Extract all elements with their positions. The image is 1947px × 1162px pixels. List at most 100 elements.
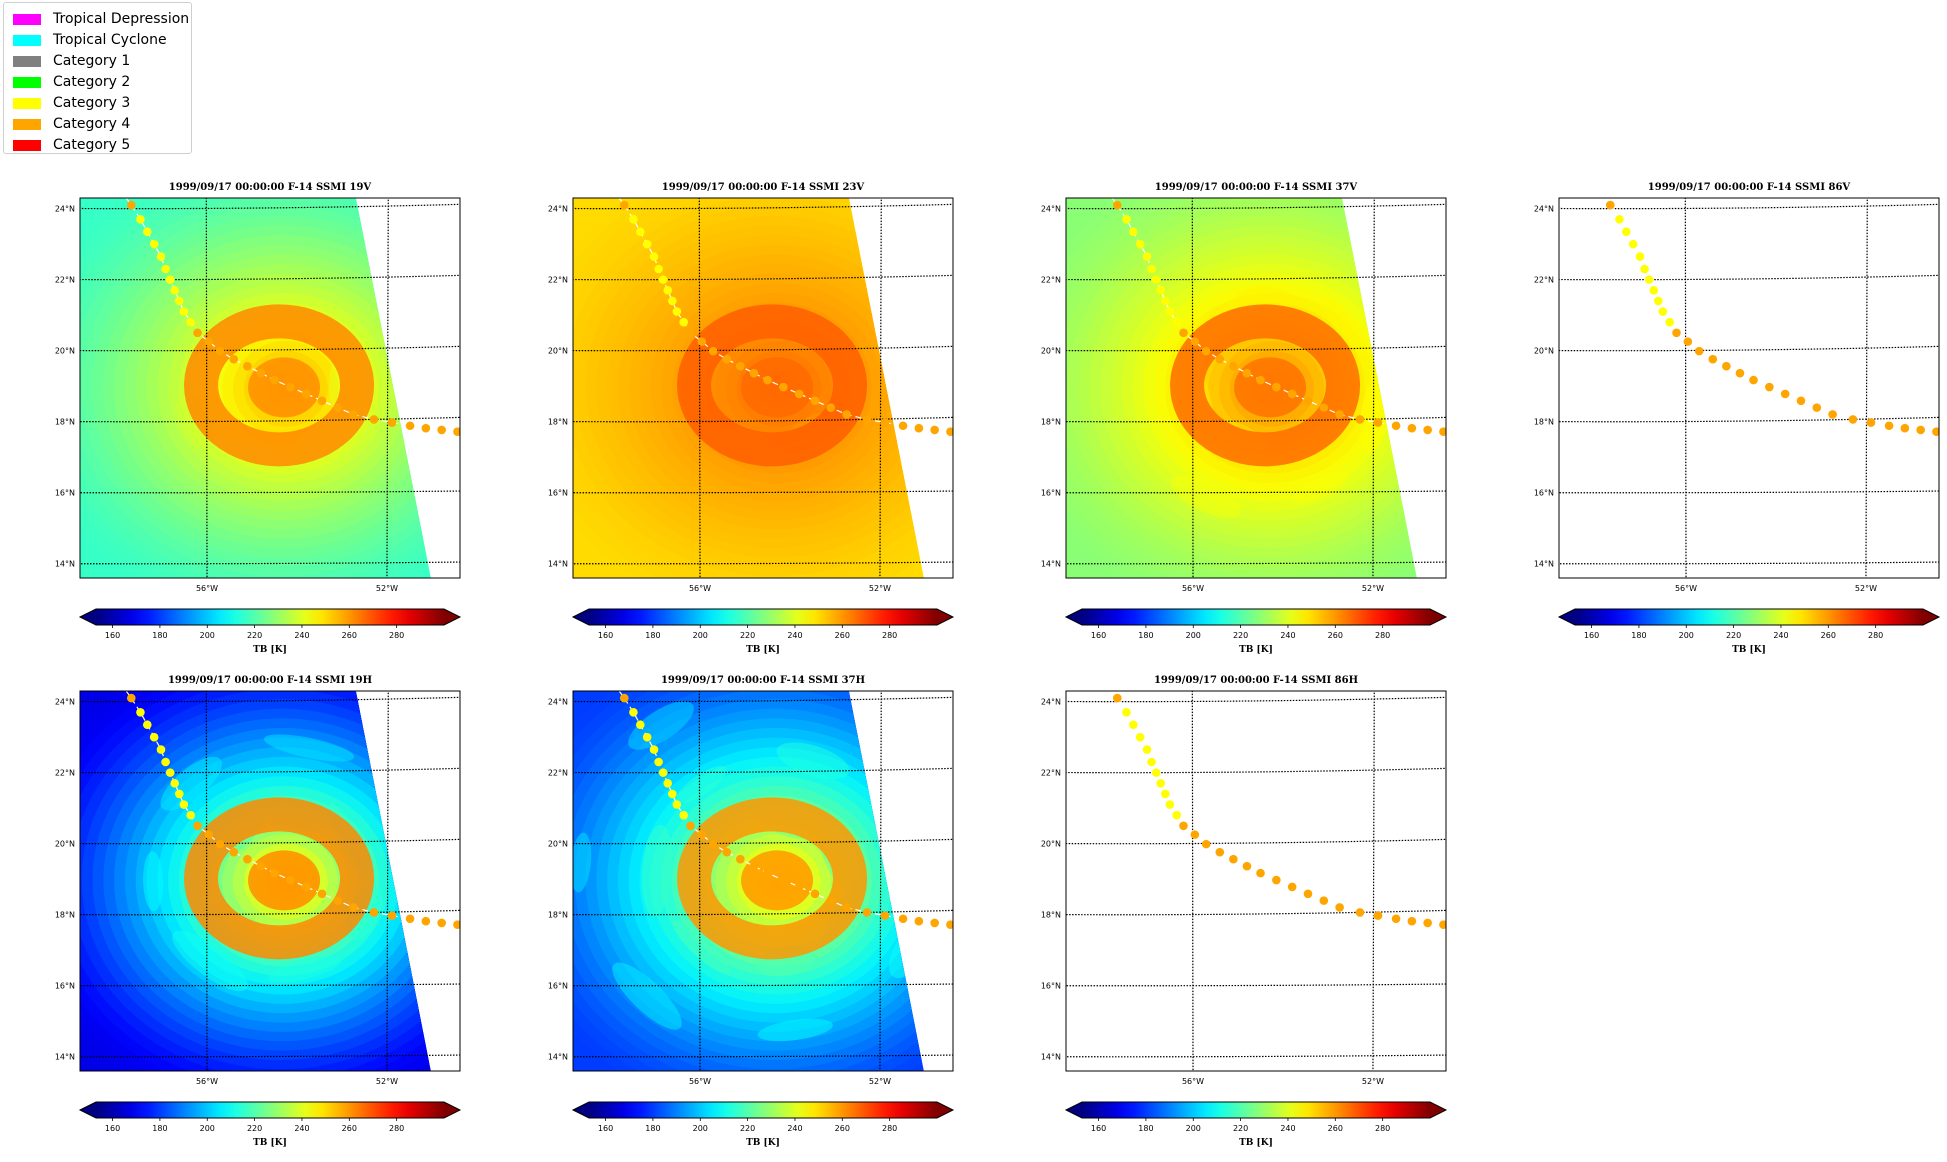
track-point bbox=[667, 296, 677, 306]
track-point bbox=[794, 882, 804, 892]
track-point bbox=[1287, 882, 1297, 892]
track-point bbox=[880, 911, 890, 920]
track-point bbox=[794, 389, 804, 399]
track-point bbox=[243, 854, 252, 864]
track-point bbox=[256, 368, 266, 378]
track-point bbox=[1765, 382, 1774, 392]
legend-swatch bbox=[13, 118, 41, 130]
colorbar-tick-label: 260 bbox=[342, 631, 357, 640]
track-point bbox=[453, 920, 460, 929]
storm-track bbox=[125, 691, 460, 929]
track-point bbox=[369, 415, 379, 424]
track-point bbox=[609, 185, 618, 194]
tb-field bbox=[1066, 198, 1418, 578]
track-point bbox=[1135, 732, 1145, 742]
track-point bbox=[826, 403, 836, 412]
colorbar-tick-label: 280 bbox=[389, 631, 404, 640]
track-point bbox=[914, 916, 924, 926]
graticule bbox=[573, 691, 953, 1071]
colorbar-tick-label: 160 bbox=[598, 631, 613, 640]
track-point bbox=[1621, 227, 1631, 237]
colorbar: 160 180 200 220 240 260 280 TB [K] bbox=[78, 608, 462, 655]
colorbar-tick-label: 280 bbox=[882, 1124, 897, 1133]
colorbar: 160 180 200 220 240 260 280 TB [K] bbox=[1064, 608, 1448, 655]
storm-track bbox=[618, 691, 953, 929]
colorbar-tick-label: 220 bbox=[1233, 631, 1248, 640]
colorbar-tick-label: 280 bbox=[1868, 631, 1883, 640]
track-point bbox=[1628, 239, 1638, 249]
track-point bbox=[136, 215, 145, 224]
track-point bbox=[1391, 421, 1401, 431]
colorbar-tick-label: 200 bbox=[200, 1124, 215, 1133]
track-point bbox=[1147, 757, 1156, 767]
track-point bbox=[642, 239, 652, 249]
track-point bbox=[708, 839, 718, 849]
track-point bbox=[142, 227, 152, 237]
lon-tick-label: 52°W bbox=[376, 584, 398, 593]
legend-swatch bbox=[13, 139, 41, 151]
lat-tick-label: 24°N bbox=[55, 205, 75, 214]
lat-tick-label: 20°N bbox=[1534, 347, 1554, 356]
track-point bbox=[1319, 896, 1329, 905]
storm-track bbox=[609, 185, 953, 436]
track-point bbox=[862, 415, 872, 424]
lat-tick-label: 16°N bbox=[1041, 489, 1061, 498]
track-point bbox=[697, 830, 707, 839]
track-point bbox=[649, 252, 659, 261]
track-point bbox=[1735, 368, 1745, 378]
colorbar-tick-label: 220 bbox=[247, 631, 262, 640]
track-point bbox=[161, 264, 170, 274]
track-point bbox=[946, 427, 953, 436]
track-point bbox=[1201, 346, 1211, 356]
storm-track bbox=[1111, 198, 1446, 436]
panel-37v: 1999/09/17 00:00:00 F-14 SSMI 37V 14°N 16°… bbox=[1041, 182, 1448, 655]
track-point bbox=[1407, 916, 1417, 926]
track-point bbox=[1128, 720, 1138, 730]
track-point bbox=[1665, 317, 1674, 327]
colorbar-tick-label: 280 bbox=[1375, 631, 1390, 640]
lat-tick-label: 22°N bbox=[55, 769, 75, 778]
colorbar-tick-label: 180 bbox=[1138, 631, 1153, 640]
lat-tick-label: 20°N bbox=[548, 347, 568, 356]
track-point bbox=[1179, 328, 1188, 338]
track-point bbox=[1796, 396, 1806, 406]
legend-label: Category 4 bbox=[53, 116, 131, 132]
lat-tick-label: 18°N bbox=[1041, 911, 1061, 920]
track-point bbox=[1694, 346, 1704, 356]
track-point bbox=[722, 354, 732, 364]
track-point bbox=[333, 403, 343, 412]
track-point bbox=[286, 382, 295, 392]
track-point bbox=[437, 425, 446, 435]
track-point bbox=[898, 421, 908, 431]
track-point bbox=[421, 916, 431, 926]
track-point bbox=[142, 720, 152, 730]
lon-tick-label: 52°W bbox=[1362, 584, 1384, 593]
lat-tick-label: 24°N bbox=[1041, 205, 1061, 214]
graticule bbox=[80, 691, 460, 1071]
track-point bbox=[1142, 252, 1152, 261]
track-point bbox=[156, 252, 166, 261]
track-point bbox=[898, 914, 908, 924]
colorbar-tick-label: 220 bbox=[247, 1124, 262, 1133]
colorbar-tick-label: 260 bbox=[835, 631, 850, 640]
tb-field bbox=[80, 691, 432, 1071]
lat-tick-label: 24°N bbox=[55, 698, 75, 707]
colorbar-tick-label: 160 bbox=[105, 1124, 120, 1133]
colorbar-tick-label: 180 bbox=[152, 631, 167, 640]
track-point bbox=[387, 418, 397, 427]
track-point bbox=[1256, 375, 1265, 385]
track-point bbox=[179, 800, 189, 809]
colorbar-tick-label: 180 bbox=[645, 631, 660, 640]
track-point bbox=[1672, 328, 1681, 338]
legend-label: Category 5 bbox=[53, 137, 131, 153]
colorbar-tick-label: 180 bbox=[1138, 1124, 1153, 1133]
track-point bbox=[1373, 911, 1383, 920]
track-point bbox=[369, 908, 379, 917]
track-point bbox=[1156, 778, 1166, 788]
track-point bbox=[1649, 285, 1659, 295]
track-point bbox=[672, 800, 682, 809]
track-point bbox=[1812, 403, 1822, 412]
track-point bbox=[156, 745, 166, 754]
lat-tick-label: 18°N bbox=[55, 911, 75, 920]
lon-tick-label: 52°W bbox=[869, 1077, 891, 1086]
